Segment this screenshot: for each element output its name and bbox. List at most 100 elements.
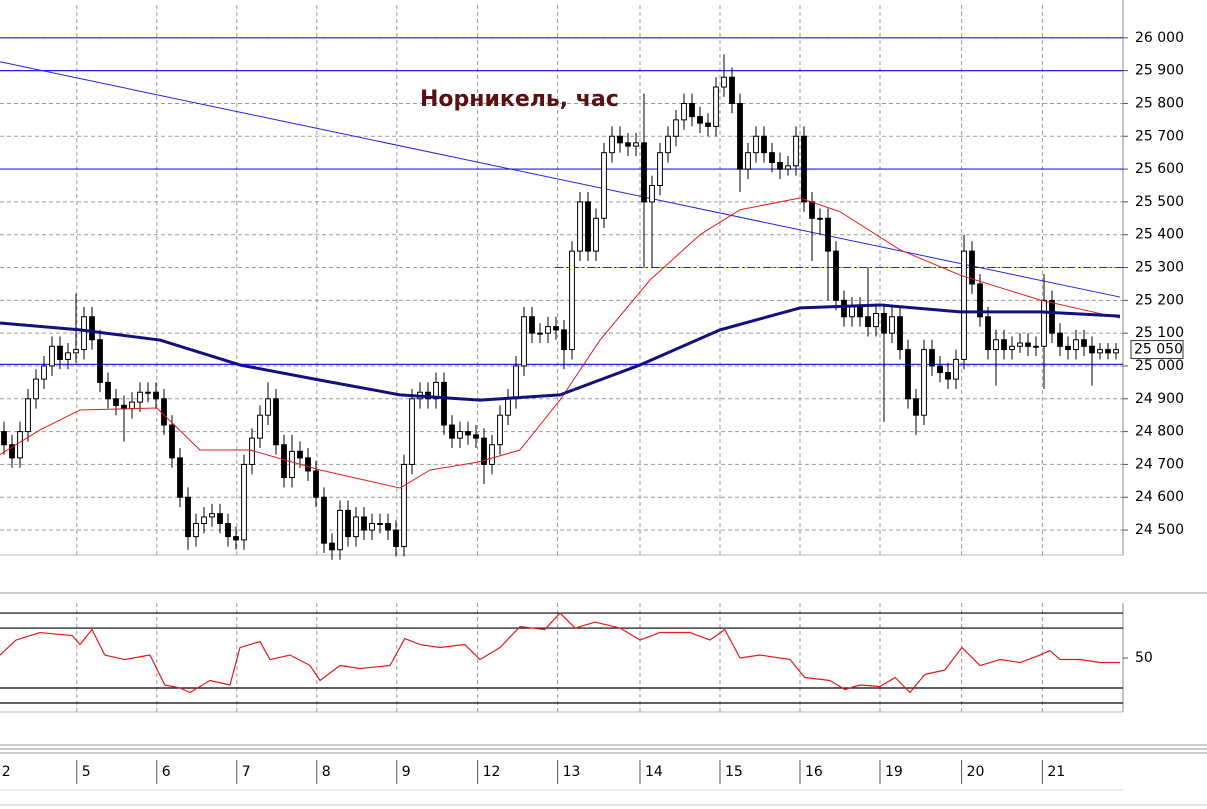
candle-body	[281, 444, 287, 479]
candle-body	[345, 509, 351, 538]
candle-body	[177, 457, 183, 498]
candle-body	[985, 316, 991, 351]
x-tick-label: 7	[242, 764, 251, 780]
candle-body	[633, 142, 639, 147]
x-tick-label: 8	[322, 764, 331, 780]
candle-body	[1081, 339, 1087, 347]
y-tick-label: 25 600	[1135, 161, 1184, 177]
candle-body	[201, 516, 207, 524]
x-tick-label: 5	[82, 764, 91, 780]
candle-body	[785, 165, 791, 170]
candle-body	[801, 135, 807, 203]
x-tick-label: 19	[885, 764, 903, 780]
candle-body	[393, 529, 399, 547]
candle-body	[1025, 342, 1031, 347]
candle-body	[289, 450, 295, 479]
candle-body	[609, 135, 615, 154]
x-tick-label: 13	[563, 764, 581, 780]
candle-body	[377, 522, 383, 525]
candle-body	[81, 316, 87, 351]
y-tick-label: 25 000	[1135, 358, 1184, 374]
candle-body	[713, 86, 719, 127]
candle-body	[337, 509, 343, 551]
candle-body	[361, 516, 367, 531]
series-line	[0, 303, 1121, 402]
candle-body	[993, 339, 999, 351]
candle-body	[545, 326, 551, 334]
y-tick-label: 50	[1135, 650, 1153, 666]
candle-body	[225, 522, 231, 538]
candle-body	[969, 250, 975, 285]
x-tick-label: 21	[1047, 764, 1065, 780]
candle-body	[1033, 345, 1039, 348]
chart-title: Норникель, час	[420, 87, 619, 112]
x-tick-label: 15	[725, 764, 743, 780]
x-tick-label: 6	[162, 764, 171, 780]
candle-body	[137, 391, 143, 403]
candle-body	[1105, 349, 1111, 354]
candle-body	[449, 424, 455, 439]
candle-body	[105, 381, 111, 400]
trend-line	[0, 61, 1121, 298]
candle-body	[25, 398, 31, 433]
candle-body	[841, 299, 847, 318]
candle-body	[689, 102, 695, 118]
candle-body	[569, 250, 575, 351]
candle-body	[729, 76, 735, 104]
candle-body	[353, 516, 359, 538]
candle-body	[881, 312, 887, 334]
candle-body	[9, 444, 15, 459]
x-tick-label: 9	[402, 764, 411, 780]
candle-body	[433, 381, 439, 400]
candle-body	[745, 152, 751, 170]
candle-body	[1, 431, 7, 446]
candle-body	[641, 142, 647, 203]
candle-body	[329, 542, 335, 551]
candle-body	[129, 401, 135, 410]
candle-body	[833, 250, 839, 301]
y-tick-label: 25 200	[1135, 292, 1184, 308]
candle-body	[577, 201, 583, 252]
candle-body	[57, 345, 63, 360]
candle-body	[385, 522, 391, 531]
candle-body	[529, 316, 535, 334]
y-tick-label: 24 800	[1135, 424, 1184, 440]
y-tick-label: 25 700	[1135, 128, 1184, 144]
candle-body	[265, 398, 271, 416]
candle-body	[1073, 339, 1079, 351]
candle-body	[705, 122, 711, 127]
x-tick-label: 2	[2, 764, 11, 780]
y-tick-label: 24 500	[1135, 522, 1184, 538]
candle-body	[1065, 345, 1071, 351]
candle-body	[1017, 342, 1023, 347]
candle-body	[145, 391, 151, 394]
candle-body	[401, 463, 407, 547]
x-tick-label: 12	[483, 764, 501, 780]
candle-body	[649, 184, 655, 203]
candle-body	[521, 316, 527, 367]
y-tick-label: 26 000	[1135, 30, 1184, 46]
candle-body	[1057, 332, 1063, 347]
candle-body	[113, 398, 119, 406]
candle-body	[169, 424, 175, 459]
candle-body	[537, 332, 543, 335]
candle-body	[849, 306, 855, 318]
candle-body	[617, 135, 623, 144]
candle-body	[977, 283, 983, 318]
candle-body	[257, 414, 263, 439]
candle-body	[1001, 339, 1007, 351]
candle-body	[625, 142, 631, 147]
candle-body	[945, 372, 951, 380]
y-tick-label: 25 300	[1135, 260, 1184, 276]
candle-body	[273, 398, 279, 446]
candle-body	[297, 450, 303, 459]
x-tick-label: 16	[805, 764, 823, 780]
candle-body	[793, 135, 799, 167]
candle-body	[505, 398, 511, 416]
candle-body	[913, 398, 919, 416]
candle-body	[313, 470, 319, 498]
candle-body	[1097, 349, 1103, 354]
